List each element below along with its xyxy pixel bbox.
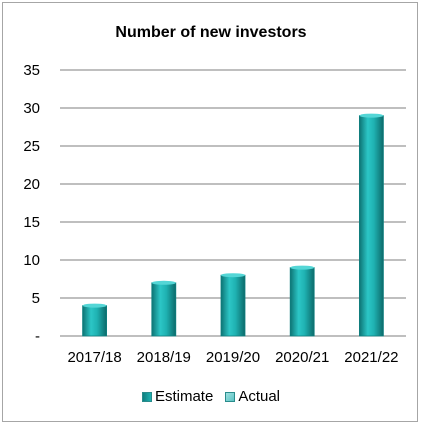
bar-cap xyxy=(359,113,384,118)
bar-2020-21 xyxy=(289,267,315,337)
legend-swatch-estimate xyxy=(141,391,152,402)
y-tick-label: 15 xyxy=(23,214,40,231)
x-tick-label: 2020/21 xyxy=(275,349,329,366)
chart-frame xyxy=(2,2,418,422)
bar-2017-18 xyxy=(82,305,107,337)
y-tick-label: 20 xyxy=(23,176,40,193)
legend-label-estimate: Estimate xyxy=(154,388,214,405)
bars xyxy=(82,113,384,337)
y-tick-label: 25 xyxy=(23,138,40,155)
bar-2019-20 xyxy=(220,274,246,337)
legend-label-actual: Actual xyxy=(238,388,281,405)
x-tick-label: 2018/19 xyxy=(137,349,191,366)
chart-title: Number of new investors xyxy=(115,24,307,41)
x-axis-ticks: 2017/18 2018/19 2019/20 2020/21 2021/22 xyxy=(67,349,398,366)
y-tick-label: 30 xyxy=(23,100,40,117)
legend: Estimate Actual xyxy=(0,388,422,405)
legend-swatch-actual xyxy=(225,391,236,402)
bar-2018-19 xyxy=(151,282,177,337)
y-tick-label: 35 xyxy=(23,62,40,79)
y-tick-label: 5 xyxy=(32,290,40,307)
legend-entry-actual: Actual xyxy=(225,388,280,405)
y-tick-label: 10 xyxy=(23,252,40,269)
y-tick-label: - xyxy=(35,328,40,345)
bar-2021-22 xyxy=(358,115,384,337)
bar-cap xyxy=(290,265,315,270)
bar-cap xyxy=(221,273,245,278)
x-tick-label: 2021/22 xyxy=(344,349,398,366)
x-tick-label: 2019/20 xyxy=(206,349,260,366)
legend-entry-estimate: Estimate xyxy=(141,388,214,405)
gridlines xyxy=(60,69,406,337)
bar-cap xyxy=(82,303,107,308)
x-tick-label: 2017/18 xyxy=(67,349,121,366)
bar-cap xyxy=(151,280,176,285)
y-axis-ticks: - 5 10 15 20 25 30 35 xyxy=(23,62,40,345)
